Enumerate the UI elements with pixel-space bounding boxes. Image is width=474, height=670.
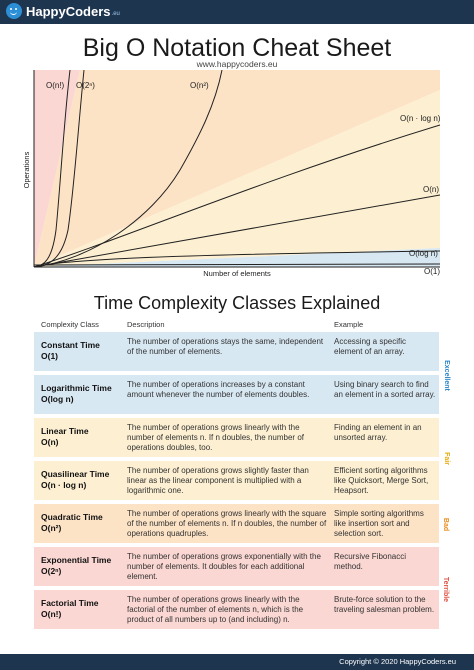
series-label-constant: O(1) (424, 267, 440, 276)
table-row: Factorial Time O(n!) The number of operati… (34, 590, 439, 629)
complexity-class-name: Exponential Time (41, 555, 112, 565)
table-row: Quadratic Time O(n²) The number of operati… (34, 504, 439, 543)
table-row: Exponential Time O(2ⁿ) The number of opera… (34, 547, 439, 586)
complexity-class-name: Linear Time (41, 426, 89, 436)
curve-quadratic (33, 70, 223, 268)
curve-constant (33, 263, 441, 266)
series-label-exponential: O(2ⁿ) (76, 81, 95, 90)
table-row: Logarithmic Time O(log n) The number of op… (34, 375, 439, 414)
curve-log (33, 250, 441, 268)
table-row: Constant Time O(1) The number of operation… (34, 332, 439, 371)
curve-linear (33, 194, 441, 268)
complexity-name: Linear Time O(n) (41, 426, 121, 448)
complexity-description: The number of operations increases by a … (127, 380, 310, 399)
complexity-description: The number of operations grows exponenti… (127, 552, 321, 581)
complexity-description: The number of operations grows linearly … (127, 509, 327, 538)
category-text: Bad (442, 517, 450, 531)
curves-group (33, 70, 441, 268)
page-url[interactable]: www.happycoders.eu (196, 59, 278, 69)
complexity-example: Efficient sorting algorithms like Quicks… (334, 466, 429, 495)
complexity-notation: O(log n) (41, 394, 74, 404)
category-label-fair: Fair (440, 448, 452, 468)
header-example: Example (334, 320, 364, 329)
region-fair (34, 90, 440, 267)
section-title: Time Complexity Classes Explained (93, 293, 381, 313)
series-label-quadratic: O(n²) (190, 81, 209, 90)
complexity-example: Finding an element in an unsorted array. (334, 423, 422, 442)
footer-bar: Copyright © 2020 HappyCoders.eu (0, 654, 474, 670)
brand-tld: .eu (111, 11, 120, 17)
category-label-excellent: Excellent (440, 355, 452, 395)
copyright-text: Copyright © 2020 HappyCoders.eu (339, 657, 456, 666)
complexity-notation: O(n · log n) (41, 480, 87, 490)
table-row: Quasilinear Time O(n · log n) The number o… (34, 461, 439, 500)
region-bad (34, 70, 440, 267)
category-text: Excellent (442, 359, 450, 391)
series-label-factorial: O(n!) (46, 81, 65, 90)
complexity-notation: O(n²) (41, 523, 62, 533)
brand-logo[interactable]: HappyCoders .eu (6, 3, 120, 19)
header-bar: HappyCoders .eu (0, 0, 474, 24)
complexity-example: Recursive Fibonacci method. (334, 552, 407, 571)
category-label-bad: Bad (440, 514, 452, 534)
complexity-class-name: Factorial Time (41, 598, 99, 608)
complexity-description: The number of operations grows linearly … (127, 423, 304, 452)
complexity-name: Constant Time O(1) (41, 340, 121, 362)
complexity-name: Factorial Time O(n!) (41, 598, 121, 620)
complexity-example: Brute-force solution to the traveling sa… (334, 595, 435, 614)
complexity-name: Logarithmic Time O(log n) (41, 383, 121, 405)
series-label-linear: O(n) (423, 185, 439, 194)
complexity-class-name: Constant Time (41, 340, 100, 350)
smiley-icon (6, 3, 22, 19)
complexity-name: Quasilinear Time O(n · log n) (41, 469, 121, 491)
header-description: Description (127, 320, 165, 329)
series-label-quasilinear: O(n · log n) (400, 114, 441, 123)
category-text: Terrible (442, 576, 450, 602)
curve-factorial (33, 70, 71, 268)
complexity-notation: O(n!) (41, 609, 62, 619)
complexity-example: Accessing a specific element of an array… (334, 337, 407, 356)
complexity-chart: O(n!) O(2ⁿ) O(n²) O(n · log n) O(n) O(lo… (22, 70, 441, 278)
complexity-class-name: Logarithmic Time (41, 383, 112, 393)
complexity-description: The number of operations grows linearly … (127, 595, 304, 624)
complexity-class-name: Quadratic Time (41, 512, 103, 522)
complexity-example: Simple sorting algorithms like insertion… (334, 509, 424, 538)
complexity-notation: O(n) (41, 437, 59, 447)
complexity-notation: O(1) (41, 351, 58, 361)
complexity-description: The number of operations grows slightly … (127, 466, 309, 495)
x-axis-label: Number of elements (203, 269, 271, 278)
page-title: Big O Notation Cheat Sheet (82, 34, 392, 62)
table-row: Linear Time O(n) The number of operations … (34, 418, 439, 457)
complexity-description: The number of operations stays the same,… (127, 337, 324, 356)
brand-name: HappyCoders (26, 3, 111, 19)
category-label-terrible: Terrible (440, 572, 452, 606)
y-axis-label: Operations (22, 151, 31, 188)
complexity-name: Exponential Time O(2ⁿ) (41, 555, 121, 577)
series-label-log: O(log n) (409, 249, 438, 258)
category-text: Fair (442, 451, 450, 465)
complexity-name: Quadratic Time O(n²) (41, 512, 121, 534)
complexity-class-name: Quasilinear Time (41, 469, 110, 479)
complexity-notation: O(2ⁿ) (41, 566, 62, 576)
curve-quasilinear (33, 124, 441, 268)
header-complexity-class: Complexity Class (41, 320, 99, 329)
complexity-example: Using binary search to find an element i… (334, 380, 436, 399)
